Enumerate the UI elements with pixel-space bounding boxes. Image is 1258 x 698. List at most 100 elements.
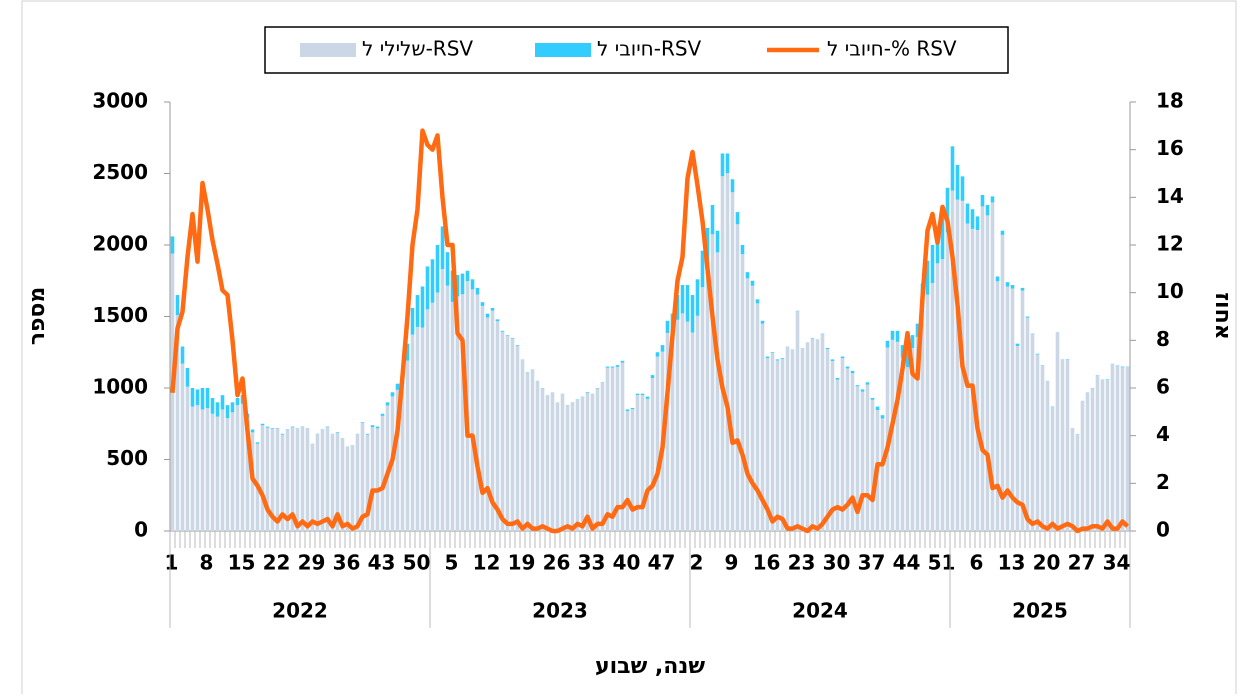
bar-segment xyxy=(206,408,210,531)
y-tick-label: 0 xyxy=(134,518,148,542)
bar-segment xyxy=(626,411,630,531)
bar-segment xyxy=(881,415,885,418)
bar-segment xyxy=(1041,365,1045,531)
bar-segment xyxy=(1031,334,1035,335)
x-tick-label: 1 xyxy=(165,551,179,575)
bar-segment xyxy=(591,394,595,531)
bar-segment xyxy=(976,230,980,531)
bar-segment xyxy=(731,192,735,531)
bar-segment xyxy=(886,341,890,348)
bar-segment xyxy=(356,434,360,531)
bar-segment xyxy=(1086,392,1090,531)
x-tick-label: 5 xyxy=(445,551,459,575)
bar-segment xyxy=(521,360,525,531)
bar-segment xyxy=(346,447,350,531)
bar-segment xyxy=(386,402,390,405)
x-tick-label: 6 xyxy=(970,551,984,575)
bar-segment xyxy=(986,205,990,215)
bar-segment xyxy=(221,409,225,531)
bar-segment xyxy=(906,367,910,531)
bar-segment xyxy=(496,321,500,531)
bar-segment xyxy=(281,434,285,435)
bar-segment xyxy=(231,412,235,531)
bar-segment xyxy=(236,398,240,405)
x-tick-label: 27 xyxy=(1068,551,1096,575)
bar-segment xyxy=(266,428,270,531)
y2-tick-label: 12 xyxy=(1156,232,1184,256)
x-tick-label: 15 xyxy=(228,551,256,575)
bar-segment xyxy=(616,365,620,367)
bar-segment xyxy=(441,226,445,269)
bar-segment xyxy=(636,395,640,531)
bar-segment xyxy=(416,327,420,531)
bar-segment xyxy=(931,283,935,531)
bar-segment xyxy=(611,368,615,531)
bar-segment xyxy=(1036,354,1040,355)
x-tick-label: 40 xyxy=(613,551,641,575)
bar-segment xyxy=(481,306,485,531)
bar-segment xyxy=(1021,288,1025,291)
bar-segment xyxy=(431,303,435,531)
bar-segment xyxy=(721,176,725,531)
bar-segment xyxy=(241,404,245,531)
bar-segment xyxy=(766,357,770,359)
bar-segment xyxy=(606,367,610,368)
bar-segment xyxy=(776,360,780,531)
bar-segment xyxy=(1026,318,1030,531)
bar-segment xyxy=(936,263,940,531)
bar-segment xyxy=(631,409,635,531)
bar-segment xyxy=(476,294,480,531)
bar-segment xyxy=(341,438,345,531)
bar-segment xyxy=(896,331,900,342)
bar-segment xyxy=(801,348,805,531)
bar-segment xyxy=(416,295,420,327)
y2-tick-label: 8 xyxy=(1156,327,1170,351)
x-tick-label: 36 xyxy=(333,551,361,575)
bar-segment xyxy=(426,309,430,531)
bar-segment xyxy=(251,429,255,432)
bar-segment xyxy=(406,361,410,531)
bar-segment xyxy=(471,279,475,289)
bar-segment xyxy=(796,311,800,531)
bar-segment xyxy=(696,279,700,315)
bar-segment xyxy=(526,373,530,531)
bar-segment xyxy=(376,427,380,429)
bar-segment xyxy=(1036,354,1040,531)
bar-segment xyxy=(691,295,695,332)
bar-segment xyxy=(631,408,635,409)
bar-segment xyxy=(926,295,930,531)
bar-segment xyxy=(1051,407,1055,531)
bar-segment xyxy=(461,274,465,295)
bar-segment xyxy=(701,287,705,531)
bar-segment xyxy=(446,286,450,531)
bar-segment xyxy=(771,353,775,531)
bar-segment xyxy=(696,316,700,531)
bar-segment xyxy=(1071,428,1075,531)
bar-segment xyxy=(751,286,755,531)
bar-segment xyxy=(336,432,340,433)
bar-segment xyxy=(856,385,860,386)
bar-segment xyxy=(661,345,665,352)
bar-segment xyxy=(876,407,880,410)
bar-segment xyxy=(991,196,995,202)
bar-segment xyxy=(371,425,375,427)
bar-segment xyxy=(871,398,875,400)
x-tick-label: 44 xyxy=(893,551,921,575)
bar-segment xyxy=(326,427,330,428)
x-tick-label: 43 xyxy=(368,551,396,575)
bar-segment xyxy=(881,418,885,531)
y2-tick-label: 10 xyxy=(1156,279,1184,303)
bar-segment xyxy=(761,321,765,324)
bar-segment xyxy=(211,414,215,531)
bar-segment xyxy=(516,345,520,346)
y-axis-title: מספר xyxy=(25,287,50,346)
bar-segment xyxy=(746,272,750,278)
bar-segment xyxy=(436,292,440,531)
bar-segment xyxy=(1046,381,1050,531)
bar-segment xyxy=(536,381,540,531)
bar-segment xyxy=(1121,367,1125,368)
bar-segment xyxy=(786,347,790,531)
bar-segment xyxy=(1101,380,1105,531)
bar-segment xyxy=(606,368,610,531)
bar-segment xyxy=(1031,334,1035,531)
